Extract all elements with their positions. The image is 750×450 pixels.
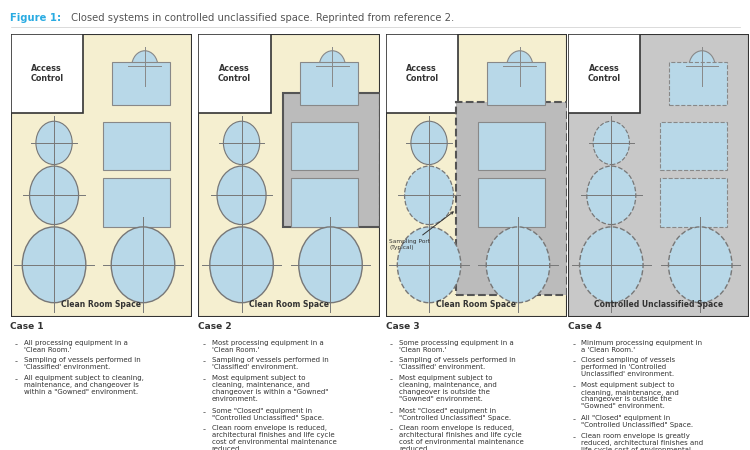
- Text: Case 1: Case 1: [10, 322, 44, 331]
- Text: -: -: [390, 340, 393, 349]
- Text: Access
Control: Access Control: [587, 64, 620, 83]
- Text: Closed systems in controlled unclassified space. Reprinted from reference 2.: Closed systems in controlled unclassifie…: [68, 13, 454, 22]
- Ellipse shape: [320, 51, 346, 82]
- Bar: [103, 178, 170, 226]
- Text: Case 4: Case 4: [568, 322, 602, 331]
- Text: Most equipment subject to
cleaning, maintenance, and
changeover is within a "Gow: Most equipment subject to cleaning, main…: [211, 375, 328, 402]
- Text: Most equipment subject to
cleaning, maintenance, and
changeover is outside the
": Most equipment subject to cleaning, main…: [399, 375, 496, 402]
- Text: Most equipment subject to
cleaning, maintenance, and
changeover is outside the
": Most equipment subject to cleaning, main…: [581, 382, 679, 410]
- Text: Clean room envelope is reduced,
architectural finishes and life cycle
cost of en: Clean room envelope is reduced, architec…: [211, 425, 336, 450]
- Ellipse shape: [29, 166, 79, 225]
- Bar: [386, 34, 458, 113]
- Bar: [568, 34, 640, 113]
- Text: Most "Closed" equipment in
"Controlled Unclassified" Space.: Most "Closed" equipment in "Controlled U…: [399, 408, 512, 421]
- Ellipse shape: [404, 166, 454, 225]
- Bar: [290, 122, 358, 170]
- Ellipse shape: [593, 121, 629, 165]
- Bar: [103, 122, 170, 170]
- Text: Access
Control: Access Control: [217, 64, 250, 83]
- Bar: [478, 178, 545, 226]
- Ellipse shape: [668, 227, 732, 303]
- Bar: [456, 102, 567, 295]
- Ellipse shape: [36, 121, 72, 165]
- Text: Closed sampling of vessels
performed in 'Controlled
Unclassified' environment.: Closed sampling of vessels performed in …: [581, 357, 675, 377]
- Bar: [10, 34, 83, 113]
- Text: All "Closed" equipment in
"Controlled Unclassified" Space.: All "Closed" equipment in "Controlled Un…: [581, 415, 693, 428]
- Text: Clean Room Space: Clean Room Space: [249, 300, 328, 309]
- Text: -: -: [15, 357, 18, 366]
- Text: -: -: [390, 375, 393, 384]
- Text: -: -: [390, 357, 393, 366]
- Ellipse shape: [217, 166, 266, 225]
- Bar: [488, 62, 545, 105]
- Text: -: -: [572, 433, 575, 442]
- Bar: [284, 93, 380, 226]
- Bar: [198, 34, 271, 113]
- Bar: [660, 178, 728, 226]
- Ellipse shape: [398, 227, 460, 303]
- Ellipse shape: [224, 121, 260, 165]
- Ellipse shape: [507, 51, 533, 82]
- Text: Clean Room Space: Clean Room Space: [436, 300, 516, 309]
- Text: -: -: [202, 375, 206, 384]
- Text: Case 3: Case 3: [386, 322, 419, 331]
- Ellipse shape: [298, 227, 362, 303]
- Text: -: -: [202, 425, 206, 434]
- Text: -: -: [572, 340, 575, 349]
- Text: Clean Room Space: Clean Room Space: [62, 300, 141, 309]
- Text: Minimum processing equipment in
a 'Clean Room.': Minimum processing equipment in a 'Clean…: [581, 340, 702, 353]
- Bar: [660, 122, 728, 170]
- Text: Access
Control: Access Control: [405, 64, 438, 83]
- Text: -: -: [15, 340, 18, 349]
- Bar: [290, 178, 358, 226]
- Text: Some "Closed" equipment in
"Controlled Unclassified" Space.: Some "Closed" equipment in "Controlled U…: [211, 408, 324, 421]
- Text: -: -: [15, 375, 18, 384]
- Text: -: -: [202, 408, 206, 417]
- Text: Clean room envelope is reduced,
architectural finishes and life cycle
cost of en: Clean room envelope is reduced, architec…: [399, 425, 524, 450]
- Text: -: -: [572, 382, 575, 392]
- Text: Access
Control: Access Control: [30, 64, 63, 83]
- Text: Clean room envelope is greatly
reduced, architectural finishes and
life cycle co: Clean room envelope is greatly reduced, …: [581, 433, 704, 450]
- Text: Sampling of vessels performed in
'Classified' environment.: Sampling of vessels performed in 'Classi…: [211, 357, 328, 370]
- Text: -: -: [572, 357, 575, 366]
- Text: -: -: [572, 415, 575, 424]
- Text: Sampling of vessels performed in
'Classified' environment.: Sampling of vessels performed in 'Classi…: [24, 357, 141, 370]
- Text: -: -: [202, 357, 206, 366]
- Ellipse shape: [689, 51, 715, 82]
- Ellipse shape: [586, 166, 636, 225]
- Text: Sampling Port
(Typical): Sampling Port (Typical): [389, 212, 453, 250]
- Bar: [112, 62, 170, 105]
- Text: -: -: [390, 425, 393, 434]
- Ellipse shape: [486, 227, 550, 303]
- Text: Figure 1:: Figure 1:: [10, 13, 62, 22]
- Bar: [670, 62, 728, 105]
- Ellipse shape: [210, 227, 273, 303]
- Text: -: -: [390, 408, 393, 417]
- Text: Most processing equipment in a
'Clean Room.': Most processing equipment in a 'Clean Ro…: [211, 340, 323, 353]
- Text: Some processing equipment in a
'Clean Room.': Some processing equipment in a 'Clean Ro…: [399, 340, 514, 353]
- Ellipse shape: [132, 51, 158, 82]
- Text: Case 2: Case 2: [198, 322, 232, 331]
- Ellipse shape: [580, 227, 643, 303]
- Text: All equipment subject to cleaning,
maintenance, and changeover is
within a "Gown: All equipment subject to cleaning, maint…: [24, 375, 144, 395]
- Text: All processing equipment in a
'Clean Room.': All processing equipment in a 'Clean Roo…: [24, 340, 128, 353]
- Text: -: -: [202, 340, 206, 349]
- Bar: [478, 122, 545, 170]
- Text: Sampling of vessels performed in
'Classified' environment.: Sampling of vessels performed in 'Classi…: [399, 357, 516, 370]
- Text: Controlled Unclassified Space: Controlled Unclassified Space: [594, 300, 723, 309]
- Ellipse shape: [411, 121, 447, 165]
- Ellipse shape: [22, 227, 86, 303]
- Ellipse shape: [111, 227, 175, 303]
- Bar: [300, 62, 358, 105]
